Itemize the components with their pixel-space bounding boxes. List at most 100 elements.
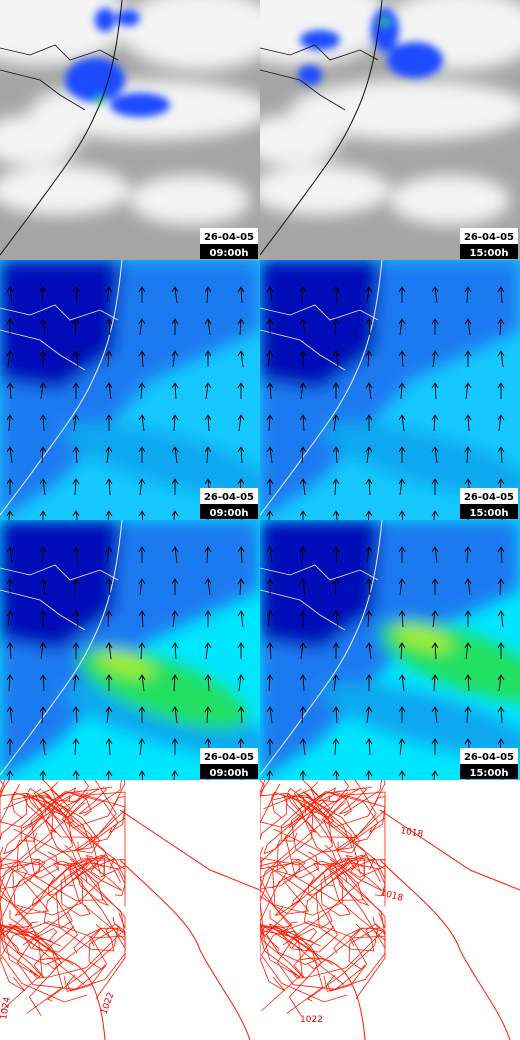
isobar — [0, 861, 44, 951]
wind-arrow — [398, 318, 406, 336]
isobar — [260, 920, 301, 978]
wind-arrow — [105, 318, 113, 336]
wind-arrow — [365, 382, 373, 400]
isobar — [119, 809, 260, 891]
isobar — [16, 788, 100, 879]
wind-arrow — [171, 770, 179, 780]
rain-area — [300, 30, 340, 50]
isobar — [296, 794, 381, 883]
wind-arrow — [72, 674, 80, 692]
time-box — [460, 244, 518, 259]
wind-arrow — [365, 770, 373, 780]
time-label: 15:00h — [470, 248, 509, 259]
time-label: 09:00h — [210, 248, 249, 259]
coastline — [0, 0, 123, 256]
wind-arrow — [39, 738, 47, 756]
wind-arrow — [398, 738, 406, 756]
rain-area — [95, 8, 115, 32]
wind-arrow — [332, 510, 340, 520]
wind-arrow — [237, 414, 245, 432]
wind-arrow — [6, 642, 14, 660]
cloud — [0, 165, 130, 215]
wind-arrow — [6, 578, 14, 595]
wind-arrow — [398, 414, 406, 432]
wind-arrow — [171, 738, 179, 755]
wind-arrow — [237, 546, 245, 564]
wind-arrow — [6, 738, 14, 755]
wind-arrow — [497, 286, 505, 304]
wind-arrow — [299, 674, 307, 692]
wind-arrow — [39, 318, 47, 336]
wind-arrow — [39, 610, 47, 627]
wind-arrow — [431, 414, 439, 432]
wind-arrow — [299, 706, 307, 724]
wind-arrow — [138, 578, 146, 596]
wind-arrow — [171, 674, 179, 692]
wind-field — [260, 260, 520, 520]
wind-low — [260, 260, 380, 390]
isobar — [341, 860, 386, 929]
isobar — [12, 862, 84, 916]
cloud — [120, 0, 260, 70]
wind-arrow — [171, 578, 179, 595]
isobar — [276, 788, 360, 879]
cloud — [0, 115, 80, 165]
wind-arrow — [72, 546, 80, 564]
wind-arrow — [39, 382, 47, 400]
wind-low — [260, 520, 380, 650]
isobar — [260, 793, 333, 866]
wind-arrow — [497, 414, 505, 432]
wind-arrow — [105, 674, 113, 691]
wind-arrow — [365, 642, 373, 660]
wind-arrow — [6, 318, 14, 335]
wind-arrow — [365, 478, 373, 496]
time-label: 15:00h — [470, 508, 509, 519]
isobar — [33, 926, 122, 979]
wind-field — [0, 520, 260, 780]
wind-arrow — [171, 318, 179, 335]
date-box — [460, 748, 518, 764]
wind-arrow — [332, 382, 340, 399]
wind-arrow — [105, 446, 113, 464]
border — [0, 44, 119, 111]
wind-arrow — [497, 642, 505, 659]
isobar — [276, 928, 366, 990]
isobar — [348, 928, 386, 1000]
wind-arrow — [6, 706, 14, 724]
wind-arrow — [299, 578, 307, 596]
isobar — [0, 925, 43, 1012]
wind-arrow — [105, 414, 113, 431]
wind-arrow — [204, 610, 212, 627]
wind-arrow — [105, 642, 113, 660]
wind-arrow — [398, 674, 406, 692]
isobar — [1, 930, 88, 1003]
border — [260, 44, 379, 111]
wind-arrow — [204, 642, 212, 660]
cloud — [260, 165, 390, 215]
wind-arrow — [365, 738, 373, 756]
wind-arrow — [266, 770, 274, 780]
isobar — [25, 836, 104, 901]
wind-arrow — [72, 510, 80, 520]
wind-arrow — [365, 510, 373, 520]
isobar — [334, 796, 386, 852]
isobar — [0, 924, 64, 1014]
rain — [65, 8, 170, 117]
wind-arrow — [332, 546, 340, 564]
wind-arrow — [299, 350, 307, 367]
wind-arrow — [72, 738, 80, 756]
wind-arrow — [171, 510, 179, 520]
border — [0, 304, 119, 371]
isobar — [0, 920, 41, 978]
wind-arrow — [266, 738, 274, 755]
wind-arrow — [332, 642, 340, 659]
time-box — [200, 244, 258, 259]
wind-arrow — [171, 642, 179, 660]
isobar — [31, 796, 101, 854]
wind-arrow — [398, 546, 406, 563]
wind-arrow — [39, 510, 47, 520]
date-label: 26-04-05 — [464, 752, 514, 763]
wind-arrow — [39, 770, 47, 780]
isobar — [16, 928, 106, 990]
